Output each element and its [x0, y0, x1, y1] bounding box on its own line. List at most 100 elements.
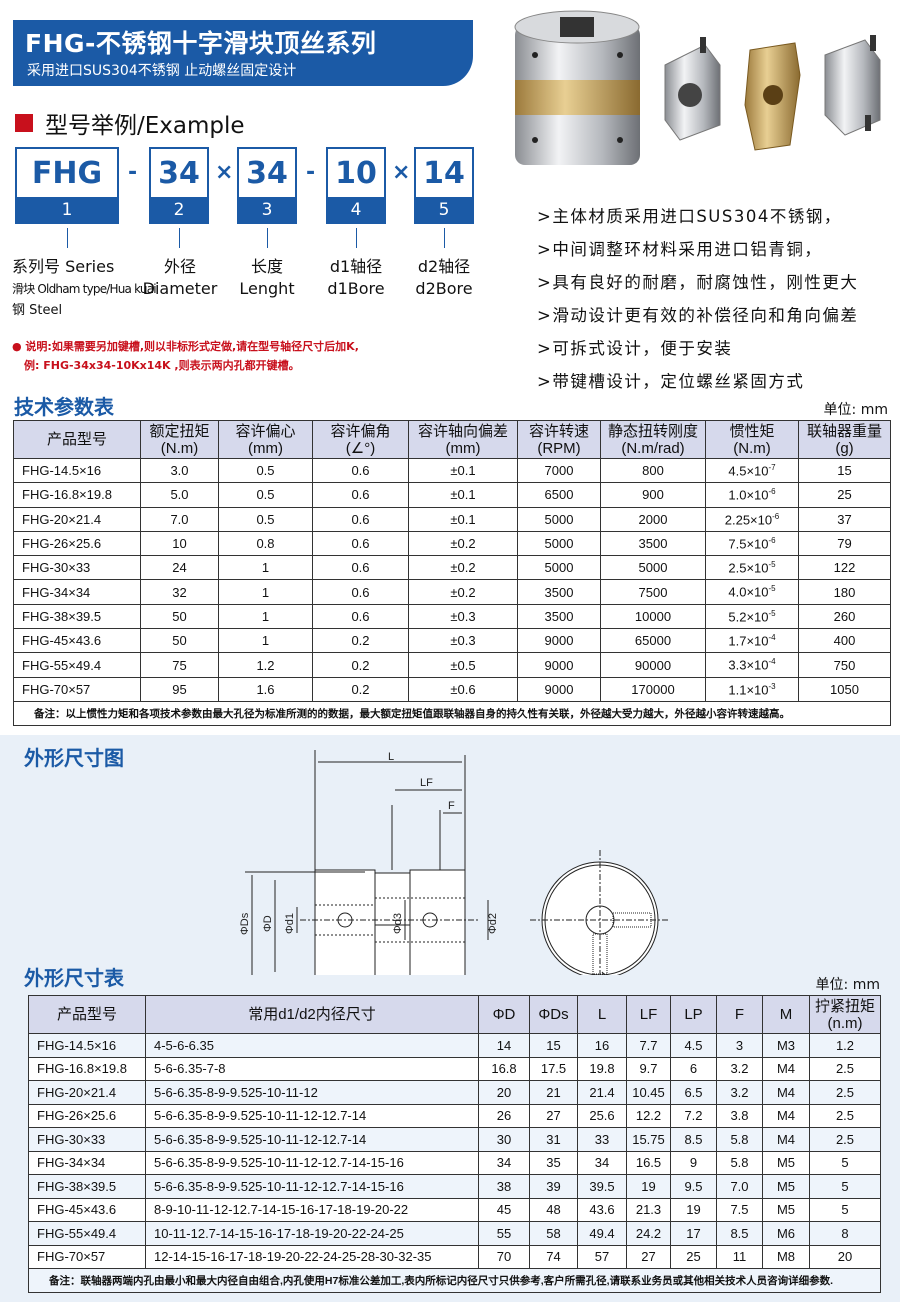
table-cell: 58 — [529, 1221, 578, 1246]
exponent: -5 — [768, 584, 776, 594]
table-cell: 15 — [798, 457, 891, 484]
table-cell: 0.8 — [218, 530, 313, 557]
table-cell: M4 — [762, 1056, 810, 1081]
brass-disc-photo — [744, 42, 801, 151]
table-row: FHG-16.8×19.8 5.0 0.5 0.6 ±0.1 6500 900 1.0×10-… — [13, 482, 891, 508]
table-cell: ±0.1 — [408, 457, 518, 484]
table-cell: 1050 — [798, 676, 891, 702]
table-cell: 65000 — [600, 628, 706, 654]
table-cell: 1.0×10-6 — [705, 482, 799, 508]
table-row: FHG-70×57 12-14-15-16-17-18-19-20-22-24-2… — [28, 1244, 881, 1269]
table-cell: 2.25×10-6 — [705, 506, 799, 532]
tech-unit: 单位: mm — [823, 402, 888, 418]
dims-section-title: 外形尺寸表 — [24, 966, 124, 990]
table-cell: 17 — [670, 1221, 717, 1246]
table-cell: 0.2 — [312, 676, 409, 702]
connector-line — [267, 228, 268, 248]
table-cell: 25.6 — [577, 1103, 627, 1128]
table-cell: FHG-70×57 — [13, 676, 141, 702]
table-cell: 3.8 — [716, 1103, 763, 1128]
label-diameter: 外径 Diameter — [142, 256, 218, 300]
table-cell: FHG-30×33 — [28, 1127, 146, 1152]
column-header: 容许转速 (RPM) — [517, 420, 601, 459]
dim-label-d1: Φd1 — [284, 913, 296, 934]
table-cell: 5-6-6.35-7-8 — [145, 1056, 479, 1081]
table-cell: 260 — [798, 603, 891, 630]
table-row: FHG-30×33 5-6-6.35-8-9-9.525-10-11-12-12.… — [28, 1127, 881, 1152]
table-cell: 90000 — [600, 652, 706, 678]
table-cell: 32 — [140, 579, 219, 605]
table-cell: 5000 — [517, 530, 601, 557]
table-cell: 19.8 — [577, 1056, 627, 1081]
table-row: FHG-55×49.4 75 1.2 0.2 ±0.5 9000 90000 3.3×10-4… — [13, 652, 891, 678]
table-cell: 33 — [577, 1127, 627, 1152]
table-cell: 6 — [670, 1056, 717, 1081]
table-cell: ±0.2 — [408, 555, 518, 581]
table-cell: 24 — [140, 555, 219, 581]
table-cell: 70 — [478, 1244, 530, 1269]
table-cell: M5 — [762, 1150, 810, 1175]
column-header: 额定扭矩 (N.m) — [140, 420, 219, 459]
table-cell: 1 — [218, 555, 313, 581]
table-cell: 7.5×10-6 — [705, 530, 799, 557]
label-line: d2轴径 — [417, 257, 471, 276]
part-index: 1 — [17, 197, 117, 224]
table-cell: 0.6 — [312, 579, 409, 605]
table-cell: 5.8 — [716, 1150, 763, 1175]
table-cell: 4.5×10-7 — [705, 457, 799, 484]
table-cell: M3 — [762, 1033, 810, 1058]
table-cell: 9.7 — [626, 1056, 671, 1081]
table-row: FHG-45×43.6 50 1 0.2 ±0.3 9000 65000 1.7×10-4 40… — [13, 628, 891, 654]
table-note: 备注：以上惯性力矩和各项技术参数由最大孔径为标准所测的的数据，最大额定扭矩值跟联… — [13, 700, 891, 726]
note-line: ● 说明:如果需要另加键槽,则以非标形式定做,请在型号轴径尺寸后加K, — [12, 340, 359, 353]
table-cell: 8 — [809, 1221, 881, 1246]
table-cell: ±0.5 — [408, 652, 518, 678]
page-title: FHG-不锈钢十字滑块顶丝系列 — [25, 29, 377, 58]
table-cell: 8.5 — [716, 1221, 763, 1246]
table-cell: ±0.2 — [408, 530, 518, 557]
table-row: FHG-70×57 95 1.6 0.2 ±0.6 9000 170000 1.1×10-3 1… — [13, 676, 891, 702]
table-cell: 0.2 — [312, 628, 409, 654]
table-cell: 9000 — [517, 676, 601, 702]
table-cell: ±0.3 — [408, 603, 518, 630]
table-cell: ±0.1 — [408, 506, 518, 532]
feature-list: >主体材质采用进口SUS304不锈钢， >中间调整环材料采用进口铝青铜， >具有… — [537, 200, 858, 398]
table-cell: 2.5 — [809, 1056, 881, 1081]
model-part-diameter: 34 2 — [149, 147, 209, 224]
table-row: FHG-55×49.4 10-11-12.7-14-15-16-17-18-19-… — [28, 1221, 881, 1246]
column-header: M — [762, 995, 810, 1034]
column-header: 静态扭转刚度 (N.m/rad) — [600, 420, 706, 459]
table-cell: 55 — [478, 1221, 530, 1246]
table-row: FHG-16.8×19.8 5-6-6.35-7-8 16.8 17.5 19.8 9.7… — [28, 1056, 881, 1081]
table-row: FHG-14.5×16 4-5-6-6.35 14 15 16 7.7 4.5 3 M3 1.2 — [28, 1033, 881, 1058]
separator: × — [392, 160, 411, 185]
feature-item: >可拆式设计，便于安装 — [537, 339, 733, 358]
table-cell: 5 — [809, 1150, 881, 1175]
table-cell: 750 — [798, 652, 891, 678]
example-heading-text: 型号举例/Example — [45, 113, 245, 139]
table-cell: 180 — [798, 579, 891, 605]
table-cell: 30 — [478, 1127, 530, 1152]
table-cell: 400 — [798, 628, 891, 654]
table-cell: FHG-20×21.4 — [13, 506, 141, 532]
dims-unit: 单位: mm — [815, 977, 880, 993]
table-cell: 4.5 — [670, 1033, 717, 1058]
tech-section-title: 技术参数表 — [14, 395, 114, 419]
table-cell: 7.0 — [716, 1174, 763, 1199]
table-row: FHG-38×39.5 50 1 0.6 ±0.3 3500 10000 5.2×10-5 26… — [13, 603, 891, 630]
column-header: L — [577, 995, 627, 1034]
table-cell: 1.2 — [809, 1033, 881, 1058]
table-note-row: 备注：以上惯性力矩和各项技术参数由最大孔径为标准所测的的数据，最大额定扭矩值跟联… — [13, 700, 891, 726]
table-cell: 3.3×10-4 — [705, 652, 799, 678]
table-row: FHG-34×34 5-6-6.35-8-9-9.525-10-11-12-12.… — [28, 1150, 881, 1175]
table-cell: FHG-34×34 — [13, 579, 141, 605]
table-cell: 15.75 — [626, 1127, 671, 1152]
example-heading: 型号举例/Example — [15, 106, 245, 140]
table-cell: 5 — [809, 1197, 881, 1222]
part-value: 34 — [158, 156, 200, 191]
table-cell: 3.2 — [716, 1080, 763, 1105]
exponent: -4 — [768, 633, 776, 643]
model-part-d1: 10 4 — [326, 147, 386, 224]
table-cell: 7500 — [600, 579, 706, 605]
table-cell: 5-6-6.35-8-9-9.525-10-11-12 — [145, 1080, 479, 1105]
